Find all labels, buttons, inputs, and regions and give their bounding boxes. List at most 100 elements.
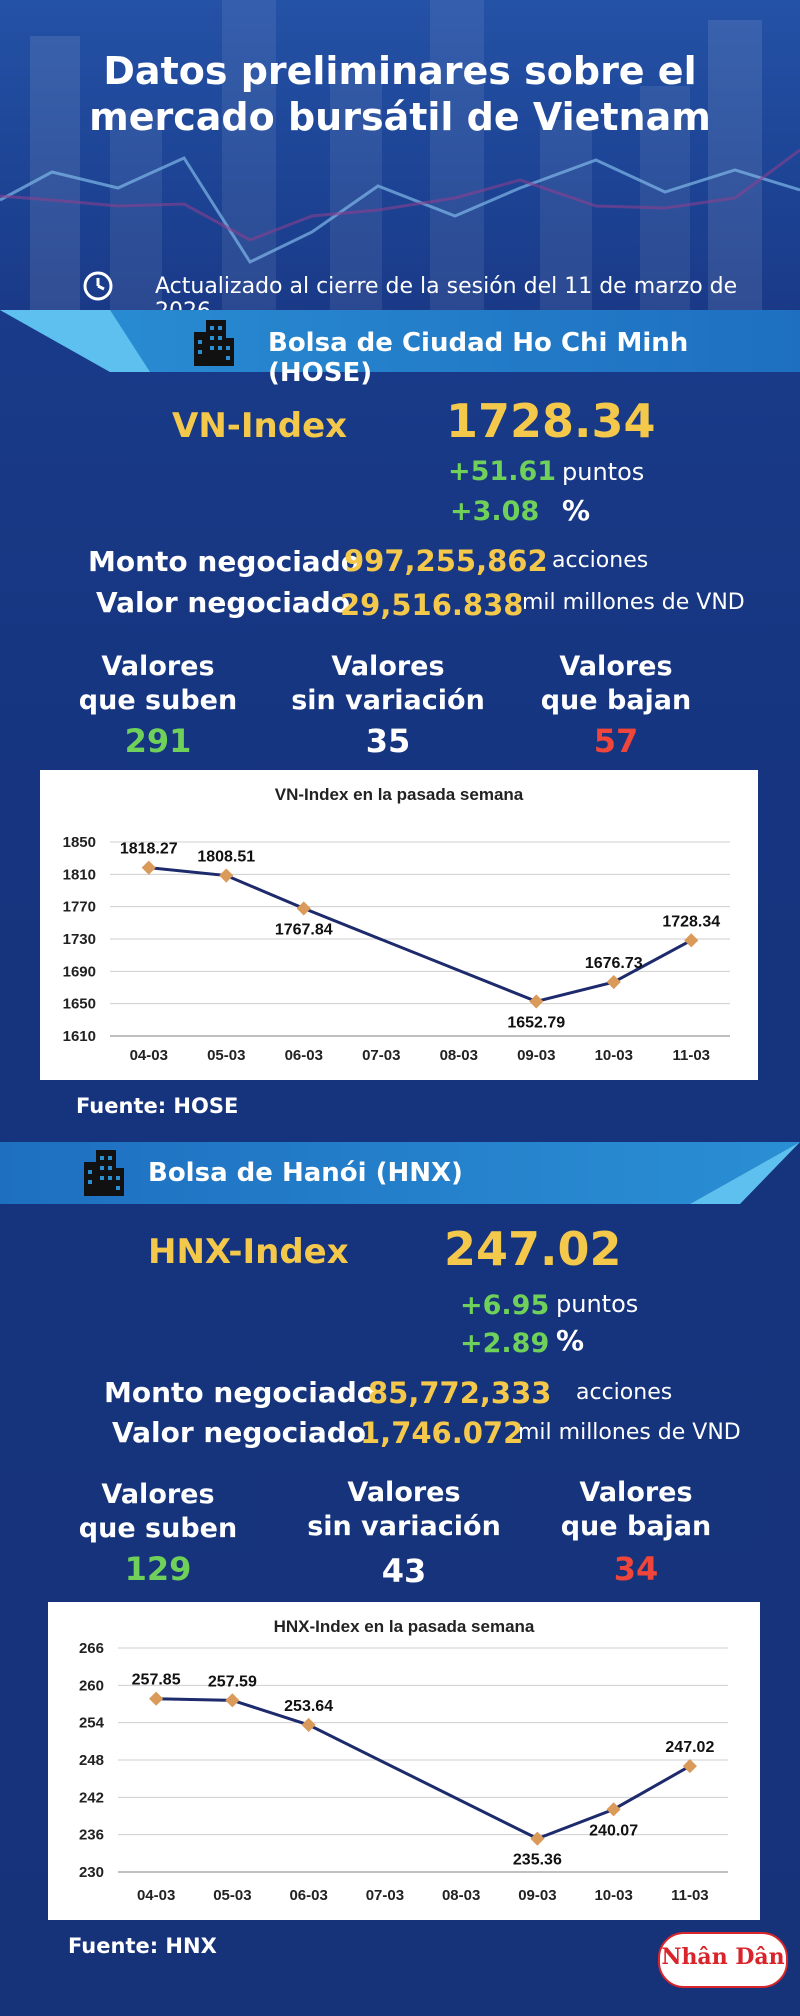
data-label: 1818.27 (120, 841, 178, 858)
hnx-index-label: HNX-Index (148, 1232, 349, 1272)
x-tick-label: 06-03 (285, 1047, 323, 1064)
percent-unit: % (556, 1324, 585, 1357)
decliners-count: 34 (613, 1550, 659, 1588)
decliners-count: 57 (593, 722, 639, 760)
y-tick-label: 1650 (63, 996, 96, 1013)
series-line (156, 1697, 691, 1841)
hnx-band (0, 1142, 800, 1204)
points-unit: puntos (562, 458, 645, 486)
data-label: 253.64 (284, 1698, 333, 1715)
hnx-index-value: 247.02 (444, 1222, 622, 1276)
x-tick-label: 08-03 (442, 1887, 480, 1904)
data-point (149, 1691, 164, 1706)
unchanged-label: Valores sin variación (291, 651, 485, 716)
y-tick-label: 1810 (63, 866, 96, 883)
data-point (606, 1802, 621, 1817)
vn-index-chart: VN-Index en la pasada semana 1850 1810 1770… (40, 770, 758, 1080)
page-title: Datos preliminares sobre el mercado burs… (89, 49, 711, 139)
y-tick-label: 1850 (63, 834, 96, 851)
advancers-count: 291 (124, 722, 192, 760)
data-label: 257.85 (132, 1672, 181, 1689)
x-tick-label: 08-03 (440, 1047, 478, 1064)
data-point (530, 1831, 545, 1846)
data-label: 1728.34 (662, 913, 720, 930)
points-unit: puntos (556, 1290, 639, 1318)
x-tick-label: 04-03 (137, 1887, 175, 1904)
x-tick-label: 10-03 (595, 1047, 633, 1064)
value-value: 1,746.072 (360, 1416, 524, 1450)
data-point (529, 994, 544, 1009)
y-tick-label: 1730 (63, 931, 96, 948)
volume-unit: acciones (552, 548, 649, 573)
x-tick-label: 05-03 (207, 1047, 245, 1064)
data-point (606, 974, 621, 990)
data-label: 240.07 (589, 1822, 638, 1839)
data-point (141, 860, 156, 875)
data-point (219, 868, 234, 883)
advancers-label: Valores que suben (78, 1479, 238, 1544)
y-tick-label: 242 (79, 1789, 104, 1806)
hnx-index-chart: HNX-Index en la pasada semana 266 260 254 24… (48, 1602, 760, 1920)
x-tick-label: 07-03 (362, 1047, 400, 1064)
hero-background-graphic (0, 0, 800, 310)
data-point (296, 901, 311, 916)
building-icon (84, 1150, 124, 1196)
x-tick-label: 04-03 (130, 1047, 168, 1064)
percent-unit: % (562, 494, 591, 527)
unchanged-label: Valores sin variación (307, 1477, 501, 1542)
nhan-dan-logo: Nhân Dân (658, 1932, 788, 1988)
clock-icon (83, 271, 113, 301)
unchanged-count: 35 (365, 722, 411, 760)
chart-title: VN-Index en la pasada semana (275, 785, 524, 804)
y-tick-label: 254 (79, 1715, 105, 1732)
x-tick-label: 06-03 (289, 1887, 327, 1904)
x-tick-label: 10-03 (594, 1887, 632, 1904)
value-label: Valor negociado (112, 1416, 366, 1449)
y-tick-label: 1610 (63, 1028, 96, 1045)
volume-value: 997,255,862 (344, 544, 548, 578)
x-tick-label: 09-03 (518, 1887, 556, 1904)
value-unit: mil millones de VND (518, 1420, 741, 1445)
value-unit: mil millones de VND (522, 590, 745, 615)
x-tick-label: 11-03 (672, 1047, 710, 1064)
volume-value: 85,772,333 (368, 1376, 552, 1410)
y-tick-label: 1770 (63, 899, 96, 916)
data-point (225, 1693, 240, 1708)
y-tick-label: 248 (79, 1752, 104, 1769)
volume-unit: acciones (576, 1380, 673, 1405)
data-label: 247.02 (665, 1739, 714, 1756)
hnx-source: Fuente: HNX (68, 1934, 217, 1958)
hnx-index-change-points: +6.95 (460, 1290, 550, 1321)
data-point (684, 933, 699, 948)
value-value: 29,516.838 (340, 588, 524, 622)
data-label: 1676.73 (585, 955, 643, 972)
vn-index-change-percent: +3.08 (450, 496, 540, 527)
advancers-count: 129 (124, 1550, 192, 1588)
data-point (301, 1717, 316, 1732)
data-label: 1808.51 (197, 849, 255, 866)
vn-index-label: VN-Index (172, 406, 348, 446)
series-line (148, 866, 692, 1003)
volume-label: Monto negociado (104, 1376, 376, 1409)
y-tick-label: 1690 (63, 963, 96, 980)
building-icon (194, 320, 234, 366)
hnx-index-change-percent: +2.89 (460, 1328, 550, 1359)
x-tick-label: 11-03 (671, 1887, 709, 1904)
data-label: 1652.79 (507, 1014, 565, 1031)
hose-exchange-title: Bolsa de Ciudad Ho Chi Minh (HOSE) (268, 328, 689, 388)
advancers-label: Valores que suben (78, 651, 238, 716)
y-tick-label: 236 (79, 1827, 104, 1844)
y-tick-label: 230 (79, 1864, 104, 1881)
decliners-label: Valores que bajan (560, 1477, 712, 1542)
hnx-exchange-title: Bolsa de Hanói (HNX) (148, 1158, 463, 1188)
vn-index-change-points: +51.61 (448, 456, 557, 487)
chart-title: HNX-Index en la pasada semana (274, 1617, 535, 1636)
decliners-label: Valores que bajan (540, 651, 692, 716)
value-label: Valor negociado (96, 586, 350, 619)
x-tick-label: 09-03 (517, 1047, 555, 1064)
x-tick-label: 05-03 (213, 1887, 251, 1904)
vn-index-value: 1728.34 (446, 394, 656, 448)
data-label: 257.59 (208, 1673, 257, 1690)
hero-banner: Datos preliminares sobre el mercado burs… (0, 0, 800, 310)
